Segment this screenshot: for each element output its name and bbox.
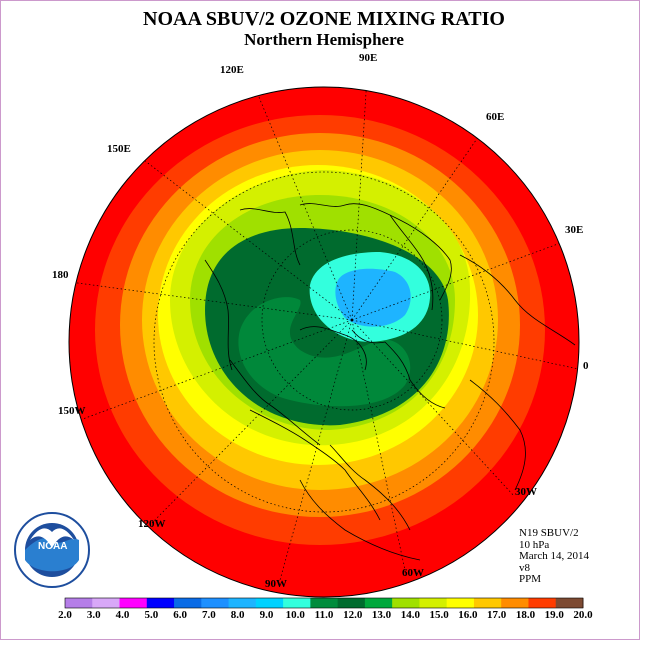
colorbar-tick-label: 14.0 <box>400 609 420 621</box>
colorbar-tick-label: 3.0 <box>86 609 101 621</box>
colorbar-tick-label: 2.0 <box>58 609 72 621</box>
map-subtitle: Northern Hemisphere <box>244 30 404 49</box>
figure-frame <box>0 0 640 640</box>
lon-label-120w: 120W <box>138 518 166 530</box>
lon-label-30w: 30W <box>515 486 537 498</box>
colorbar <box>64 597 584 609</box>
info-block: N19 SBUV/2 10 hPa March 14, 2014 v8 PPM <box>519 527 589 586</box>
colorbar-swatch <box>146 598 175 608</box>
ozone-band-11 <box>238 297 411 407</box>
colorbar-swatch <box>501 598 529 608</box>
coastlines <box>204 203 576 561</box>
colorbar-swatch <box>446 598 475 608</box>
lon-label-0: 0 <box>583 360 589 372</box>
lon-label-30e: 30E <box>565 224 584 236</box>
lon-label-90w: 90W <box>265 578 287 590</box>
info-version: v8 <box>519 561 530 574</box>
noaa-logo <box>14 512 90 588</box>
colorbar-border <box>64 597 584 609</box>
colorbar-swatch <box>174 598 202 608</box>
info-level: 10 hPa <box>519 538 550 551</box>
colorbar-swatch <box>65 598 93 608</box>
noaa-logo-text: NOAA <box>38 541 68 552</box>
colorbar-tick-label: 15.0 <box>429 609 449 621</box>
lon-label-120e: 120E <box>220 64 244 76</box>
colorbar-tick-label: 5.0 <box>144 609 159 621</box>
colorbar-tick-label: 18.0 <box>515 609 536 621</box>
ozone-field <box>69 87 579 597</box>
colorbar-tick-label: 11.0 <box>314 609 334 621</box>
lon-label-90e: 90E <box>359 52 378 64</box>
colorbar-tick-label: 7.0 <box>202 609 216 621</box>
colorbar-swatch <box>310 598 339 608</box>
colorbar-swatch <box>419 598 448 608</box>
info-units: PPM <box>519 573 542 585</box>
colorbar-swatch <box>283 598 311 608</box>
info-satellite: N19 SBUV/2 <box>519 527 579 539</box>
colorbar-tick-label: 12.0 <box>343 609 363 621</box>
colorbar-tick-label: 17.0 <box>487 609 507 621</box>
colorbar-tick-label: 19.0 <box>544 609 564 621</box>
colorbar-tick-label: 6.0 <box>173 609 187 621</box>
colorbar-tick-label: 16.0 <box>458 609 478 621</box>
colorbar-tick-label: 20.0 <box>573 609 593 621</box>
map-boundary <box>68 86 580 598</box>
colorbar-swatch <box>92 598 121 608</box>
lon-label-60e: 60E <box>486 111 505 123</box>
colorbar-tick-label: 9.0 <box>259 609 274 621</box>
colorbar-tick-label: 13.0 <box>371 609 392 621</box>
colorbar-swatch <box>528 598 557 608</box>
colorbar-swatch <box>364 598 393 608</box>
colorbar-tick-label: 4.0 <box>115 609 130 621</box>
lon-label-60w: 60W <box>402 567 424 579</box>
colorbar-swatch <box>201 598 230 608</box>
colorbar-swatch <box>255 598 284 608</box>
colorbar-swatch <box>119 598 148 608</box>
graticule <box>69 87 579 597</box>
colorbar-swatch <box>392 598 420 608</box>
lon-label-150e: 150E <box>107 143 131 155</box>
lon-label-150w: 150W <box>58 405 86 417</box>
map-title: NOAA SBUV/2 OZONE MIXING RATIO <box>143 8 505 30</box>
colorbar-swatch <box>555 598 584 608</box>
info-date: March 14, 2014 <box>519 550 589 562</box>
ozone-band-9 <box>335 268 411 327</box>
lon-label-180: 180 <box>52 269 69 281</box>
colorbar-tick-label: 10.0 <box>285 609 305 621</box>
colorbar-swatch <box>473 598 502 608</box>
colorbar-tick-label: 8.0 <box>230 609 245 621</box>
colorbar-swatch <box>337 598 366 608</box>
colorbar-swatch <box>228 598 257 608</box>
